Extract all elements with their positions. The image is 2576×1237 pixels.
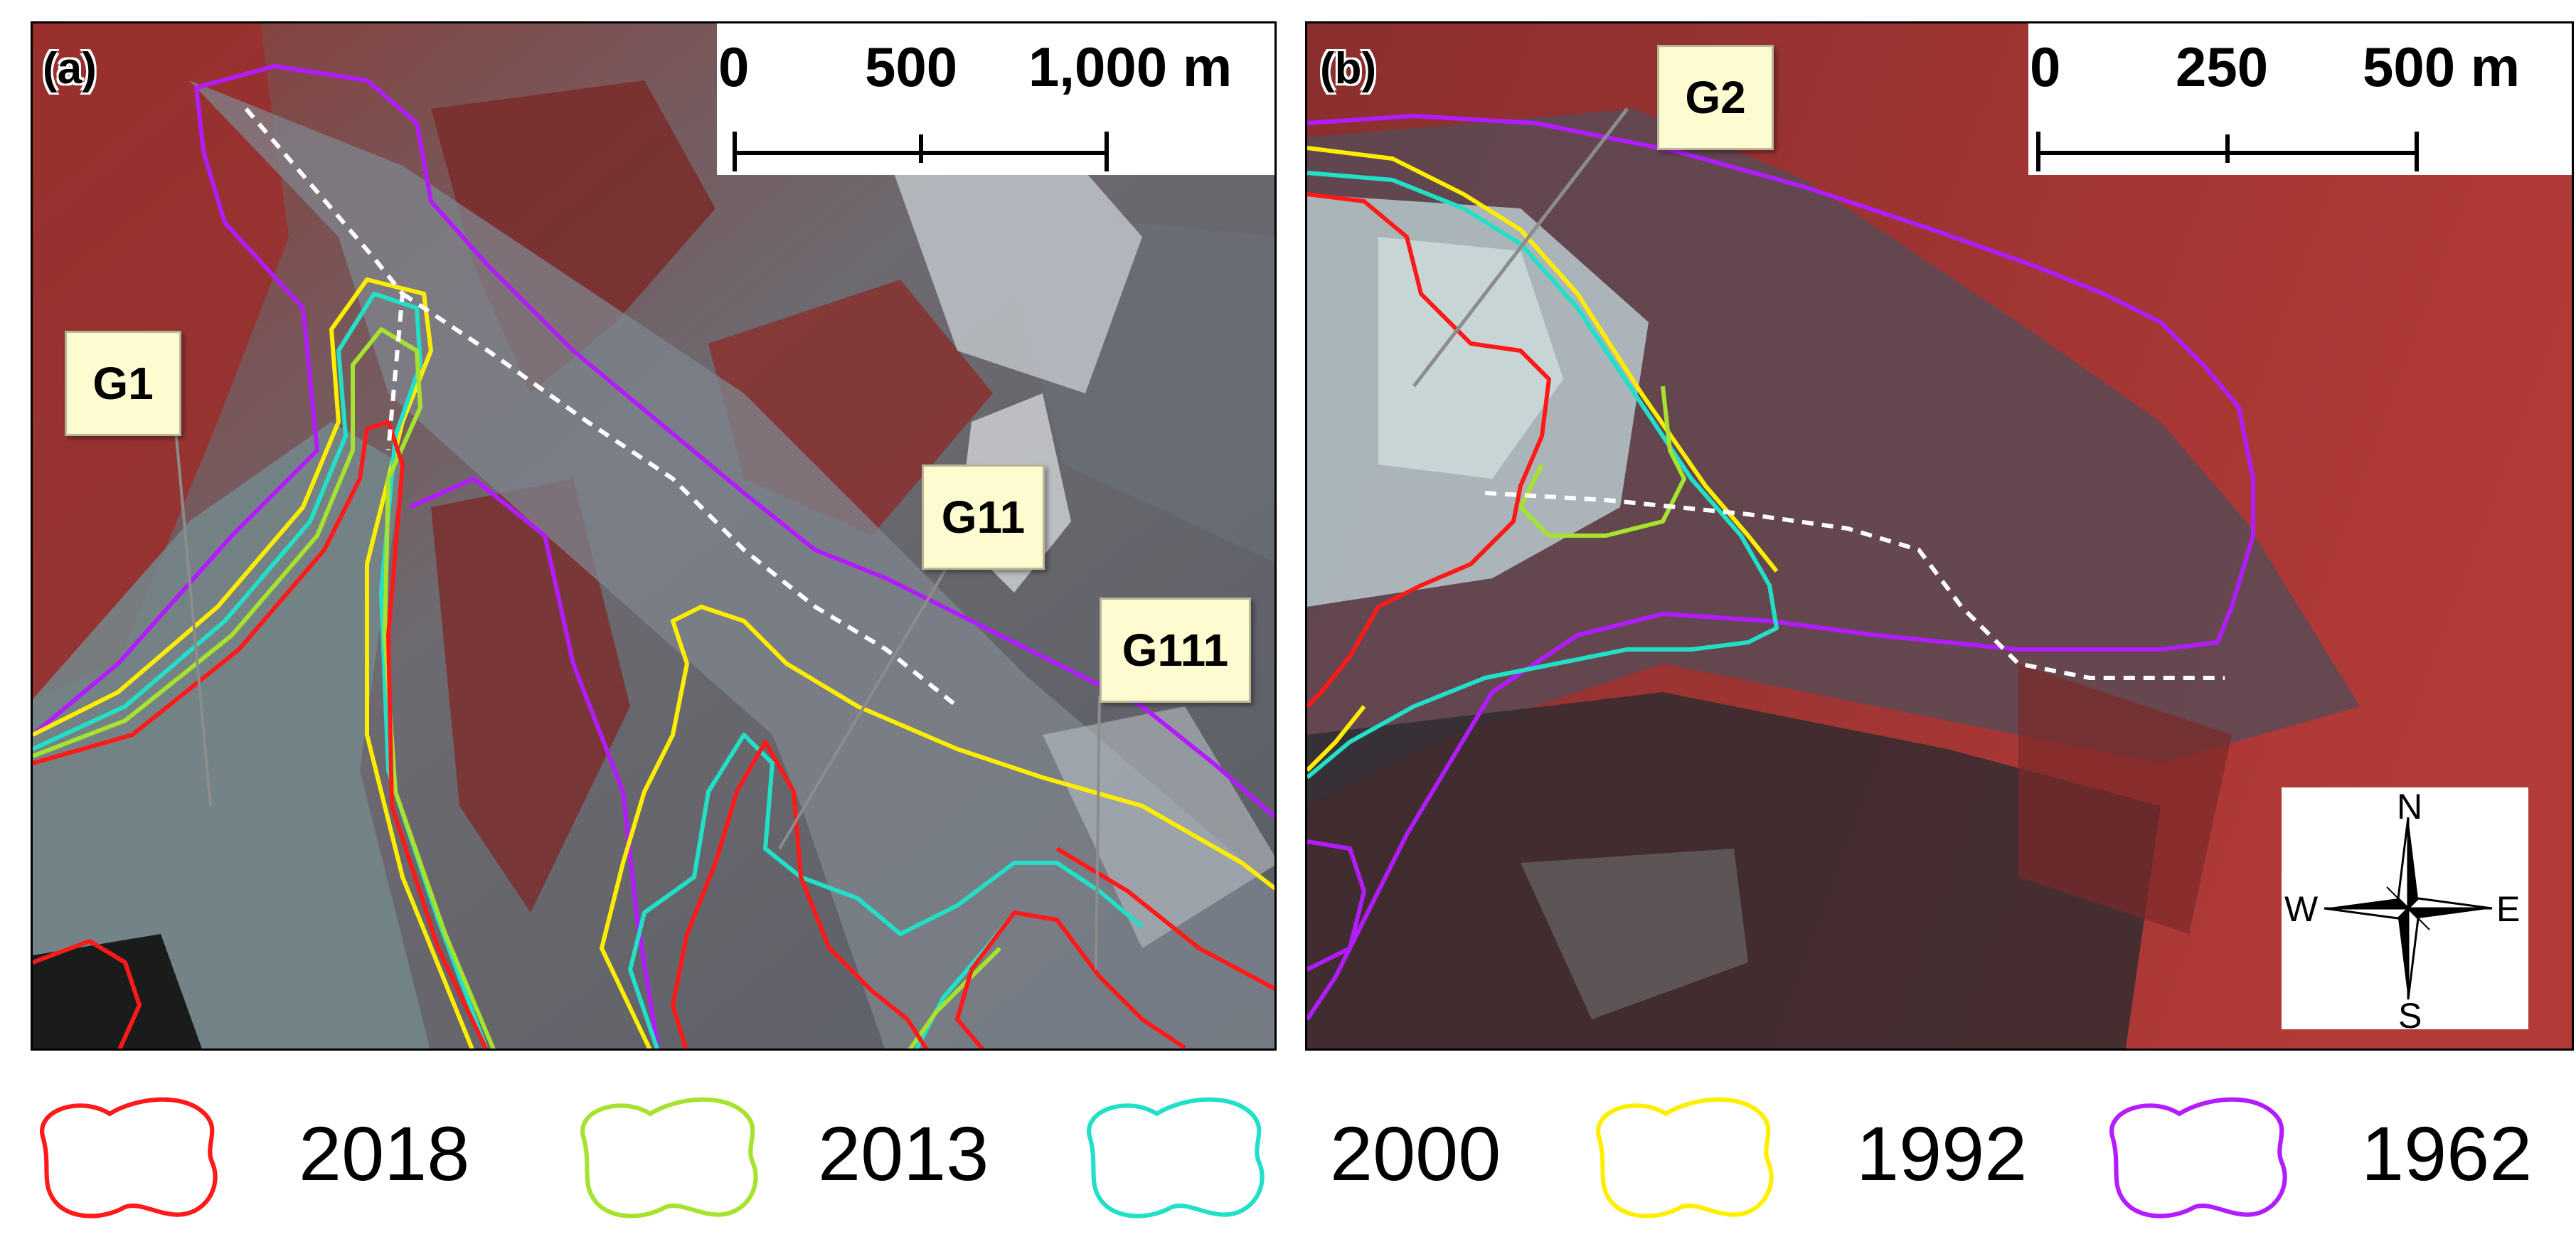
scale-tick-0-b: 0	[2030, 36, 2061, 98]
leader-g2	[1412, 107, 1629, 388]
compass-n: N	[2397, 787, 2423, 827]
outline-2018	[33, 420, 1274, 1048]
callout-g1: G1	[65, 331, 181, 436]
outline-1962-b	[1307, 114, 2255, 1021]
outline-swatch-icon	[2109, 1097, 2287, 1219]
panel-a-label: (a)	[43, 44, 97, 93]
legend-label-2018: 2018	[299, 1110, 470, 1196]
callout-g2: G2	[1657, 45, 1774, 150]
scale-tick-500-b: 500 m	[2363, 36, 2521, 98]
legend-label-1962: 1962	[2361, 1110, 2533, 1196]
outline-swatch-icon	[40, 1097, 218, 1219]
compass-w: W	[2284, 889, 2319, 929]
panel-a-imagery	[33, 23, 1274, 1048]
scale-tick-1000: 1,000 m	[1028, 36, 1233, 98]
scale-tick-250: 250	[2176, 36, 2269, 98]
legend-label-2000: 2000	[1330, 1110, 1501, 1196]
outline-1992	[33, 277, 1274, 1048]
outline-2000-b	[1307, 171, 1779, 780]
outline-2013-b	[1518, 386, 1686, 538]
compass-s: S	[2398, 996, 2422, 1036]
compass-e: E	[2496, 889, 2521, 929]
panel-a: (a) 0 500 1,000 m G1 G11 G111	[31, 21, 1277, 1051]
scale-ruler-b	[2036, 132, 2419, 171]
scale-tick-500: 500	[865, 36, 958, 98]
centerline-panel-a	[244, 107, 959, 708]
compass-rose-graphic	[2324, 817, 2493, 1000]
compass-rose-icon: N S W E	[2282, 787, 2528, 1034]
callout-g111: G111	[1100, 598, 1251, 703]
outline-1962	[33, 64, 1274, 1048]
centerline-panel-b	[1484, 491, 2225, 680]
scale-ruler-a	[733, 132, 1109, 171]
legend-label-2013: 2013	[818, 1110, 989, 1196]
scale-tick-0: 0	[718, 36, 750, 98]
legend-label-1992: 1992	[1856, 1110, 2028, 1196]
outline-swatch-icon	[1596, 1097, 1774, 1219]
panel-b: (b) 0 250 500 m G2	[1305, 21, 2574, 1051]
outline-2018-b	[1307, 192, 1551, 708]
scale-bar-b: 0 250 500 m	[2028, 23, 2572, 175]
scale-bar-a: 0 500 1,000 m	[717, 23, 1274, 175]
outline-1992-b	[1307, 146, 1779, 773]
panel-b-label: (b)	[1320, 44, 1377, 93]
outline-swatch-icon	[1087, 1097, 1265, 1219]
outline-swatch-icon	[580, 1097, 758, 1219]
callout-g11: G11	[922, 464, 1045, 570]
